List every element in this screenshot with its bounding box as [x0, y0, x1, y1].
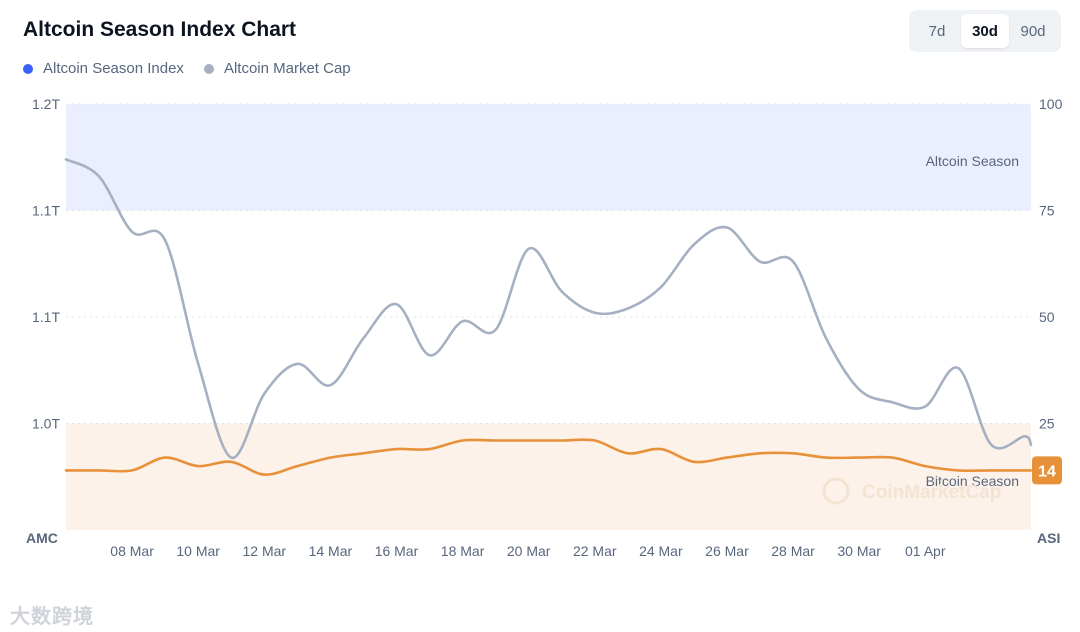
legend-item-asi[interactable]: Altcoin Season Index: [23, 60, 184, 77]
x-tick-18-mar: 18 Mar: [441, 543, 485, 559]
zone-altcoin-season: [66, 104, 1031, 211]
legend-label-amc: Altcoin Market Cap: [223, 60, 351, 77]
x-axis-ticks: 08 Mar 10 Mar 12 Mar 14 Mar 16 Mar 18 Mar 20 M…: [110, 543, 946, 559]
watermark-icon: [822, 477, 850, 505]
left-axis-ticks: 1.2T 1.1T 1.1T 1.0T: [32, 96, 60, 432]
x-tick-30-mar: 30 Mar: [837, 543, 881, 559]
zone-label-bitcoin-season: Bitcoin Season: [926, 473, 1019, 489]
right-axis-ticks: 100 75 50 25: [1039, 96, 1063, 432]
season-zones: Altcoin Season Bitcoin Season: [66, 104, 1031, 530]
right-tick-100: 100: [1039, 96, 1063, 112]
x-tick-28-mar: 28 Mar: [771, 543, 815, 559]
right-tick-75: 75: [1039, 203, 1055, 219]
left-tick-2: 1.1T: [32, 309, 60, 325]
x-tick-24-mar: 24 Mar: [639, 543, 683, 559]
badge-value: 14: [1038, 463, 1056, 480]
grid-lines: [66, 103, 1031, 424]
x-tick-14-mar: 14 Mar: [309, 543, 353, 559]
range-toggle: 7d 30d 90d: [909, 10, 1061, 52]
footer-watermark: 大数跨境: [10, 604, 94, 628]
watermark-logo: CoinMarketCap: [822, 477, 1001, 505]
x-tick-01-apr: 01 Apr: [905, 543, 946, 559]
x-tick-16-mar: 16 Mar: [375, 543, 419, 559]
legend-label-asi: Altcoin Season Index: [43, 60, 184, 77]
x-tick-12-mar: 12 Mar: [242, 543, 286, 559]
legend-item-amc[interactable]: Altcoin Market Cap: [203, 60, 351, 77]
chart-legend: Altcoin Season Index Altcoin Market Cap: [23, 60, 351, 77]
x-tick-26-mar: 26 Mar: [705, 543, 749, 559]
x-tick-20-mar: 20 Mar: [507, 543, 551, 559]
current-value-badge: 14: [1032, 456, 1062, 485]
range-7d-button[interactable]: 7d: [913, 14, 961, 48]
series-line-altcoin-season-index: [64, 438, 1033, 476]
legend-dot-asi: [23, 63, 33, 74]
zone-label-altcoin-season: Altcoin Season: [926, 153, 1019, 169]
left-tick-3: 1.0T: [32, 416, 60, 432]
badge-background: [1032, 456, 1062, 485]
right-axis-title: ASI: [1037, 530, 1060, 546]
x-tick-22-mar: 22 Mar: [573, 543, 617, 559]
watermark-text: CoinMarketCap: [862, 482, 1001, 503]
range-90d-button[interactable]: 90d: [1009, 14, 1057, 48]
right-tick-50: 50: [1039, 309, 1055, 325]
range-30d-button[interactable]: 30d: [961, 14, 1009, 48]
x-tick-10-mar: 10 Mar: [176, 543, 220, 559]
left-tick-1: 1.1T: [32, 203, 60, 219]
series-lines: [64, 158, 1033, 476]
legend-dot-amc: [203, 63, 214, 74]
series-line-altcoin-market-cap: [64, 158, 1033, 459]
x-tick-08-mar: 08 Mar: [110, 543, 154, 559]
right-tick-25: 25: [1039, 416, 1055, 432]
left-tick-0: 1.2T: [32, 96, 60, 112]
left-axis-title: AMC: [26, 530, 58, 546]
chart-title: Altcoin Season Index Chart: [23, 18, 297, 41]
